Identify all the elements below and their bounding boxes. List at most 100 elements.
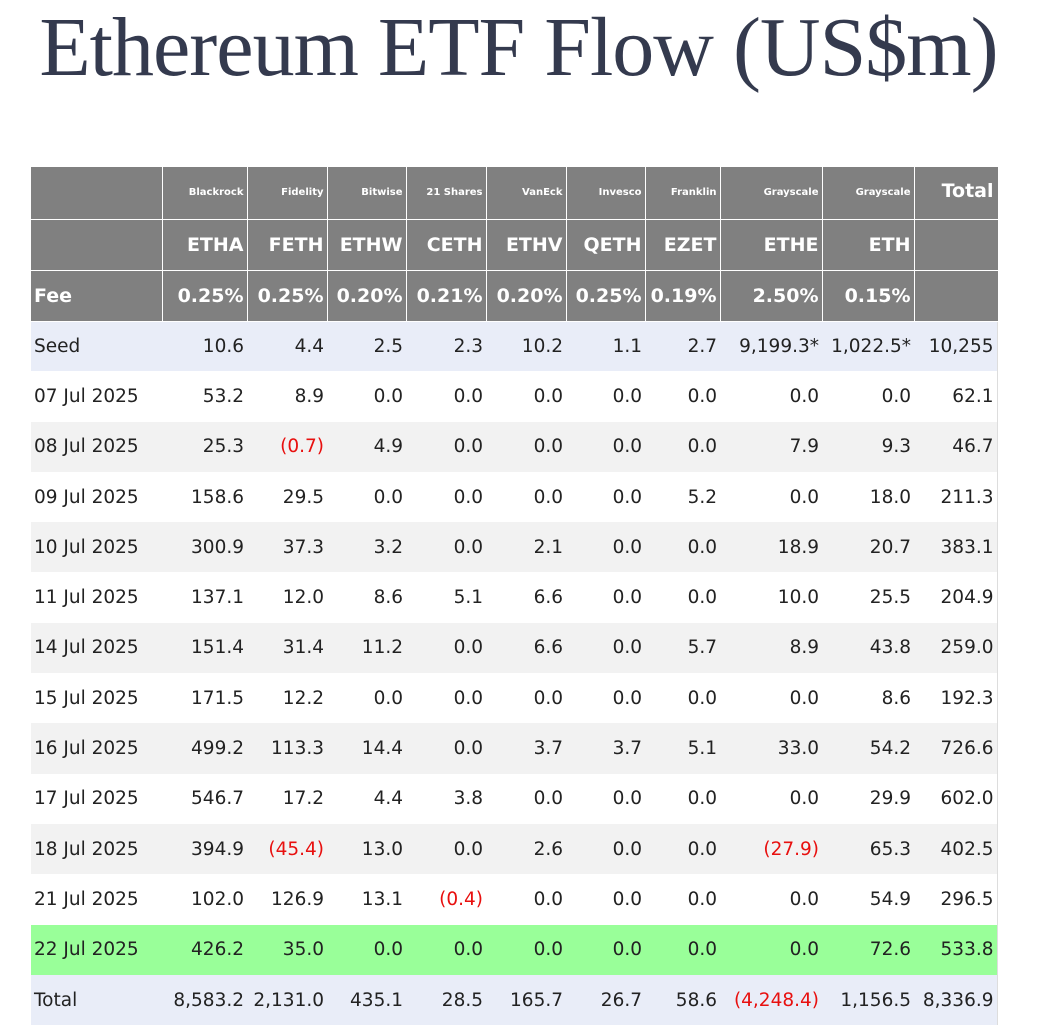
flow-value-cell: 10.6 [162,321,247,372]
flow-value-cell: 0.0 [486,421,566,472]
fee-header-cell: 0.25% [566,270,646,322]
row-total-cell: 211.3 [914,471,997,523]
fee-header-cell: 0.20% [327,270,407,322]
flow-value-cell: 6.6 [486,622,566,674]
flow-value-cell: 0.0 [406,723,486,774]
table-row: 14 Jul 2025 151.4 31.4 11.2 0.0 6.6 0.0 5.7 8.9 4… [31,622,997,674]
flow-value-cell: 2.5 [327,321,406,372]
flow-value-cell: 0.0 [406,622,486,674]
flow-value-cell: 171.5 [162,673,247,724]
flow-value-cell: 546.7 [162,773,247,824]
flow-value-cell: 3.8 [406,773,486,824]
total-header-empty-cell [914,219,998,271]
flow-value-cell: 37.3 [247,522,327,573]
flow-value-cell: 8.6 [822,673,914,724]
flow-value-cell: 0.0 [645,823,720,875]
ticker-header-cell: CETH [406,219,487,271]
flow-value-cell: 113.3 [247,723,327,774]
flow-value-cell: 6.6 [486,572,566,623]
flow-value-cell: 3.2 [327,522,406,573]
fee-label: Fee [31,270,163,322]
flow-value-cell: 0.0 [406,673,486,724]
total-header-empty-cell [914,270,998,322]
table-row: 17 Jul 2025 546.7 17.2 4.4 3.8 0.0 0.0 0.0 0.0 29… [31,773,997,824]
flow-value-cell: 426.2 [162,924,247,975]
flow-value-cell: 1,022.5* [822,321,914,372]
flow-value-cell: (0.7) [247,421,327,472]
row-label-cell: 16 Jul 2025 [31,723,162,774]
row-label-cell: 11 Jul 2025 [31,572,162,623]
flow-value-cell: 102.0 [162,874,247,925]
ticker-header-cell: QETH [566,219,646,271]
flow-value-cell: 0.0 [486,371,566,422]
flow-value-cell: 0.0 [645,673,720,724]
flow-value-cell: 8.6 [327,572,406,623]
row-total-cell: 46.7 [914,421,997,472]
flow-value-cell: 0.0 [566,572,645,623]
flow-value-cell: 3.7 [486,723,566,774]
flow-value-cell: 0.0 [645,924,720,975]
flow-value-cell: 7.9 [720,421,822,472]
flow-value-cell: 0.0 [406,823,486,875]
flow-value-cell: 8,583.2 [162,974,247,1026]
flow-value-cell: 0.0 [645,421,720,472]
flow-value-cell: 0.0 [566,622,645,674]
flow-value-cell: 12.2 [247,673,327,724]
row-label-cell: Total [31,974,162,1026]
ticker-header-cell: ETHV [486,219,567,271]
flow-value-cell: 28.5 [406,974,486,1026]
fee-header-cell: 0.15% [822,270,915,322]
ticker-header-cell: ETH [822,219,915,271]
flow-value-cell: 0.0 [720,371,822,422]
flow-value-cell: 0.0 [645,572,720,623]
row-total-cell: 533.8 [914,924,997,975]
flow-value-cell: 2,131.0 [247,974,327,1026]
flow-value-cell: 33.0 [720,723,822,774]
flow-value-cell: 54.9 [822,874,914,925]
flow-value-cell: 0.0 [566,471,645,523]
flow-value-cell: 18.0 [822,471,914,523]
flow-value-cell: 9,199.3* [720,321,822,372]
flow-value-cell: 2.1 [486,522,566,573]
flow-value-cell: 10.0 [720,572,822,623]
row-total-cell: 204.9 [914,572,997,623]
flow-value-cell: 0.0 [720,874,822,925]
flow-value-cell: 0.0 [645,874,720,925]
flow-value-cell: 435.1 [327,974,406,1026]
flow-value-cell: 29.5 [247,471,327,523]
issuer-header-cell: Franklin [645,167,721,220]
table-row: 10 Jul 2025 300.9 37.3 3.2 0.0 2.1 0.0 0.0 18.9 2… [31,522,997,573]
fee-header-cell: 2.50% [720,270,823,322]
flow-value-cell: 0.0 [645,371,720,422]
row-total-cell: 726.6 [914,723,997,774]
flow-value-cell: 0.0 [822,371,914,422]
issuer-header-cell: VanEck [486,167,567,220]
table-row: 21 Jul 2025 102.0 126.9 13.1 (0.4) 0.0 0.0 0.0 0… [31,874,997,925]
flow-value-cell: 13.1 [327,874,406,925]
flow-value-cell: 4.9 [327,421,406,472]
flow-value-cell: 2.6 [486,823,566,875]
flow-value-cell: 20.7 [822,522,914,573]
row-label-cell: 21 Jul 2025 [31,874,162,925]
flow-value-cell: 72.6 [822,924,914,975]
flow-value-cell: 0.0 [566,522,645,573]
flow-value-cell: 8.9 [247,371,327,422]
ticker-header-cell: EZET [645,219,721,271]
seed-row: Seed 10.6 4.4 2.5 2.3 10.2 1.1 2.7 9,199.3* 1,022… [31,321,997,372]
flow-value-cell: 300.9 [162,522,247,573]
flow-value-cell: 31.4 [247,622,327,674]
header-corner-cell [31,167,163,220]
flow-value-cell: 0.0 [486,773,566,824]
flow-value-cell: 0.0 [327,371,406,422]
flow-value-cell: 2.7 [645,321,720,372]
flow-value-cell: 0.0 [406,371,486,422]
table-row: 11 Jul 2025 137.1 12.0 8.6 5.1 6.6 0.0 0.0 10.0 2… [31,572,997,623]
issuer-header-row: Blackrock Fidelity Bitwise 21 Shares VanEck I… [31,167,998,220]
flow-value-cell: 0.0 [327,924,406,975]
fee-header-row: Fee 0.25% 0.25% 0.20% 0.21% 0.20% 0.25% 0.19% 2… [31,270,998,322]
flow-value-cell: 5.1 [406,572,486,623]
flow-value-cell: 0.0 [406,421,486,472]
issuer-header-cell: Grayscale [720,167,823,220]
flow-value-cell: 0.0 [645,773,720,824]
fee-header-cell: 0.21% [406,270,487,322]
